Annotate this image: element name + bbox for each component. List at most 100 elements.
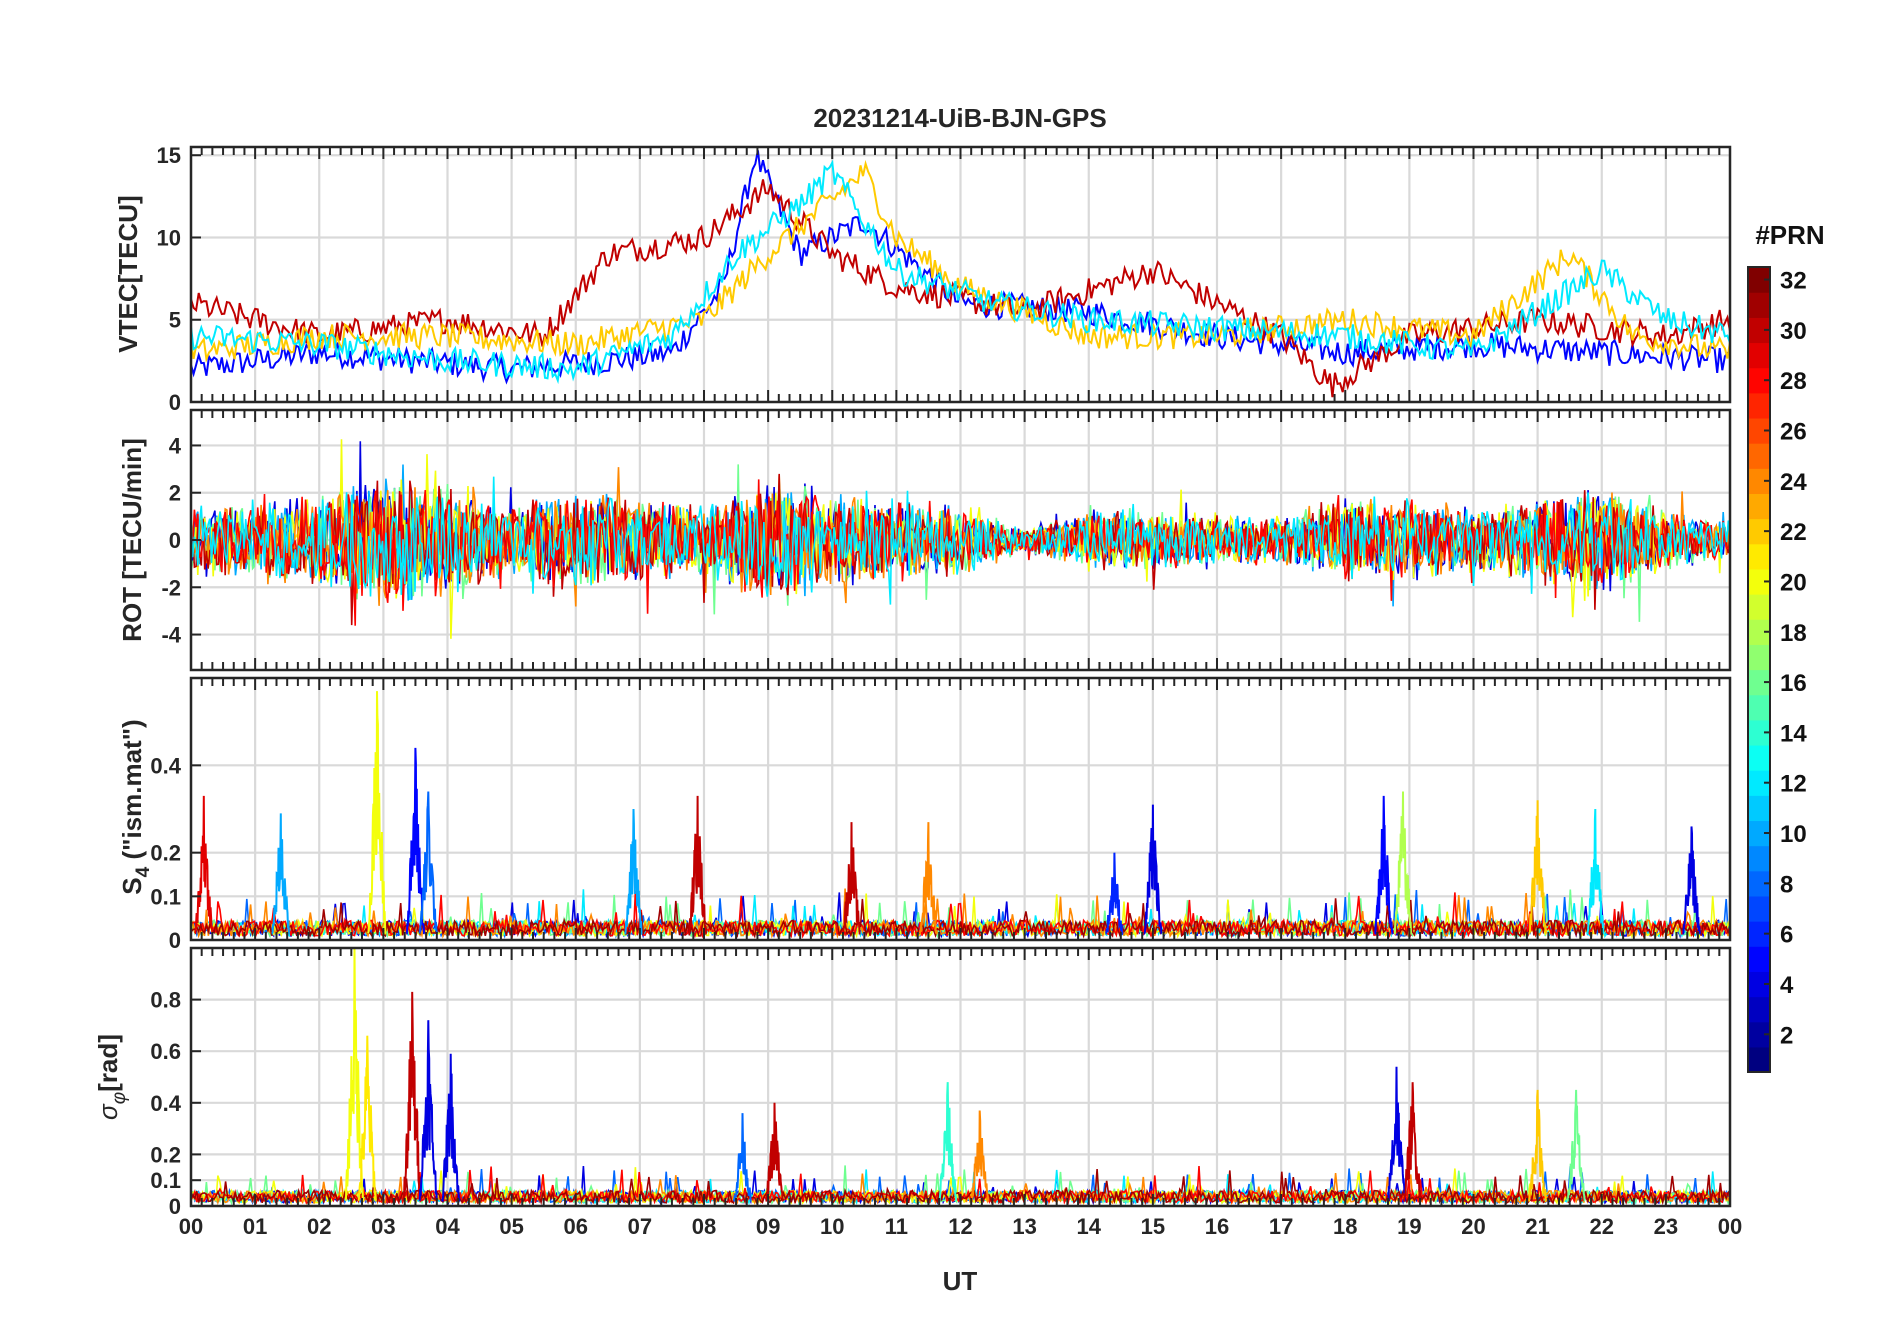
y-tick-label: -4 — [161, 623, 181, 648]
y-tick-label: 0.2 — [150, 841, 181, 866]
s4-peak-prn-10 — [624, 808, 643, 935]
colorbar-frame — [1747, 266, 1771, 1073]
x-tick-label: 01 — [243, 1214, 267, 1239]
x-axis-label: UT — [943, 1266, 978, 1296]
sigma-phi-peak-prn-24 — [970, 1110, 990, 1202]
colorbar-segment — [1748, 543, 1770, 570]
x-tick-label: 00 — [1718, 1214, 1742, 1239]
rot-ylabel: ROT [TECU/min] — [117, 438, 147, 642]
sigma-phi-ylabel-sub: φ — [109, 1092, 130, 1104]
sigma-phi-ylabel-base: σ — [93, 1103, 123, 1120]
colorbar-tick-label: 12 — [1780, 771, 1807, 798]
x-tick-label: 15 — [1141, 1214, 1165, 1239]
y-tick-label: 4 — [169, 433, 182, 458]
sigma-phi-peak-prn-30 — [1403, 1082, 1422, 1202]
sigma-phi-peak-prn-16 — [1566, 1089, 1586, 1202]
colorbar-segment — [1748, 594, 1770, 620]
colorbar-segment — [1748, 946, 1770, 972]
colorbar-tick-label: 6 — [1780, 922, 1793, 949]
s4-ylabel-sub: 4 — [133, 866, 154, 877]
x-tick-label: 10 — [820, 1214, 844, 1239]
sigma-phi-peak-prn-21 — [357, 1035, 377, 1202]
s4-peak-prn-20 — [367, 691, 387, 935]
x-tick-label: 19 — [1397, 1214, 1421, 1239]
figure-title: 20231214-UiB-BJN-GPS — [813, 103, 1106, 133]
colorbar-segment — [1748, 367, 1770, 394]
x-tick-label: 02 — [307, 1214, 331, 1239]
s4-peak-prn-10 — [271, 813, 290, 935]
x-tick-labels: 00 01 02 03 04 05 06 07 08 09 10 11 12 13 14 15 16 17 18 19… — [179, 1214, 1742, 1239]
x-tick-label: 13 — [1012, 1214, 1036, 1239]
colorbar-segment — [1748, 744, 1770, 771]
sigma-phi-ylabel-rest: [rad] — [93, 1034, 123, 1092]
sigma-phi-peak-prn-30 — [402, 991, 422, 1202]
s4-peak-prn-18 — [1393, 791, 1412, 935]
panel-1-frame — [189, 408, 1732, 672]
x-tick-label: 20 — [1461, 1214, 1485, 1239]
x-tick-label: 23 — [1654, 1214, 1678, 1239]
grid-layer — [189, 147, 1732, 1208]
colorbar-segment — [1748, 921, 1770, 947]
y-tick-label: 2 — [169, 481, 181, 506]
colorbar — [1747, 266, 1771, 1073]
colorbar-tick-label: 8 — [1780, 871, 1793, 898]
colorbar-tick-label: 16 — [1780, 670, 1807, 697]
rot-series-prn-12 — [191, 476, 1730, 605]
colorbar-segment — [1748, 895, 1770, 922]
colorbar-tick-label: 14 — [1780, 720, 1807, 747]
colorbar-segment — [1748, 996, 1770, 1023]
s4-ylabel-base: S — [117, 877, 147, 894]
colorbar-tick-label: 22 — [1780, 519, 1807, 546]
sigma-phi-peak-prn-4 — [440, 1053, 461, 1203]
x-tick-label: 21 — [1525, 1214, 1549, 1239]
y-tick-label: 0 — [169, 390, 181, 415]
s4-ylabel-rest: ("ism.mat") — [117, 719, 147, 866]
s4-ylabel: S4 ("ism.mat") — [117, 719, 154, 894]
x-tick-label: 09 — [756, 1214, 780, 1239]
y-tick-label: 0.1 — [150, 884, 181, 909]
colorbar-segment — [1748, 342, 1770, 369]
s4-peak-prn-5 — [1374, 795, 1394, 935]
colorbar-segment — [1748, 267, 1770, 293]
y-tick-label: 0 — [169, 928, 181, 953]
colorbar-segment — [1748, 795, 1770, 822]
colorbar-segment — [1748, 1046, 1770, 1073]
s4-peak-prn-30 — [688, 795, 708, 935]
x-tick-label: 06 — [564, 1214, 588, 1239]
rot-lines — [191, 439, 1730, 639]
vtec-series-prn-12 — [191, 159, 1730, 385]
colorbar-segment — [1748, 845, 1770, 872]
colorbar-tick-label: 20 — [1780, 569, 1807, 596]
x-tick-label: 08 — [692, 1214, 716, 1239]
colorbar-segment — [1748, 770, 1770, 796]
colorbar-segment — [1748, 971, 1770, 998]
colorbar-segment — [1748, 392, 1770, 419]
colorbar-segment — [1748, 644, 1770, 671]
colorbar-segment — [1748, 694, 1770, 721]
colorbar-tick-label: 18 — [1780, 620, 1807, 647]
y-tick-label: 0.4 — [150, 753, 181, 778]
x-tick-label: 14 — [1077, 1214, 1102, 1239]
x-tick-label: 00 — [179, 1214, 203, 1239]
colorbar-tick-label: 28 — [1780, 368, 1807, 395]
panel-0-frame — [189, 145, 1732, 404]
y-tick-label: 10 — [157, 225, 181, 250]
x-tick-label: 17 — [1269, 1214, 1293, 1239]
vtec-ylabel: VTEC[TECU] — [113, 195, 143, 352]
y-tick-label: 0 — [169, 1194, 181, 1219]
colorbar-tick-label: 10 — [1780, 821, 1807, 848]
sigma-phi-ylabel: σφ[rad] — [93, 1034, 130, 1120]
s4-series-prn-31 — [191, 898, 1730, 939]
colorbar-title: #PRN — [1755, 220, 1824, 250]
colorbar-segment — [1748, 493, 1770, 520]
axes-frames — [189, 145, 1732, 1208]
x-tick-label: 12 — [948, 1214, 972, 1239]
vtec-lines — [191, 150, 1730, 398]
s4-peak-prn-30 — [842, 822, 861, 935]
panel-2-frame — [189, 676, 1732, 942]
s4-peak-prn-12 — [1586, 808, 1605, 935]
sigma-phi-peak-prn-30 — [765, 1102, 785, 1202]
colorbar-segment — [1748, 568, 1770, 595]
